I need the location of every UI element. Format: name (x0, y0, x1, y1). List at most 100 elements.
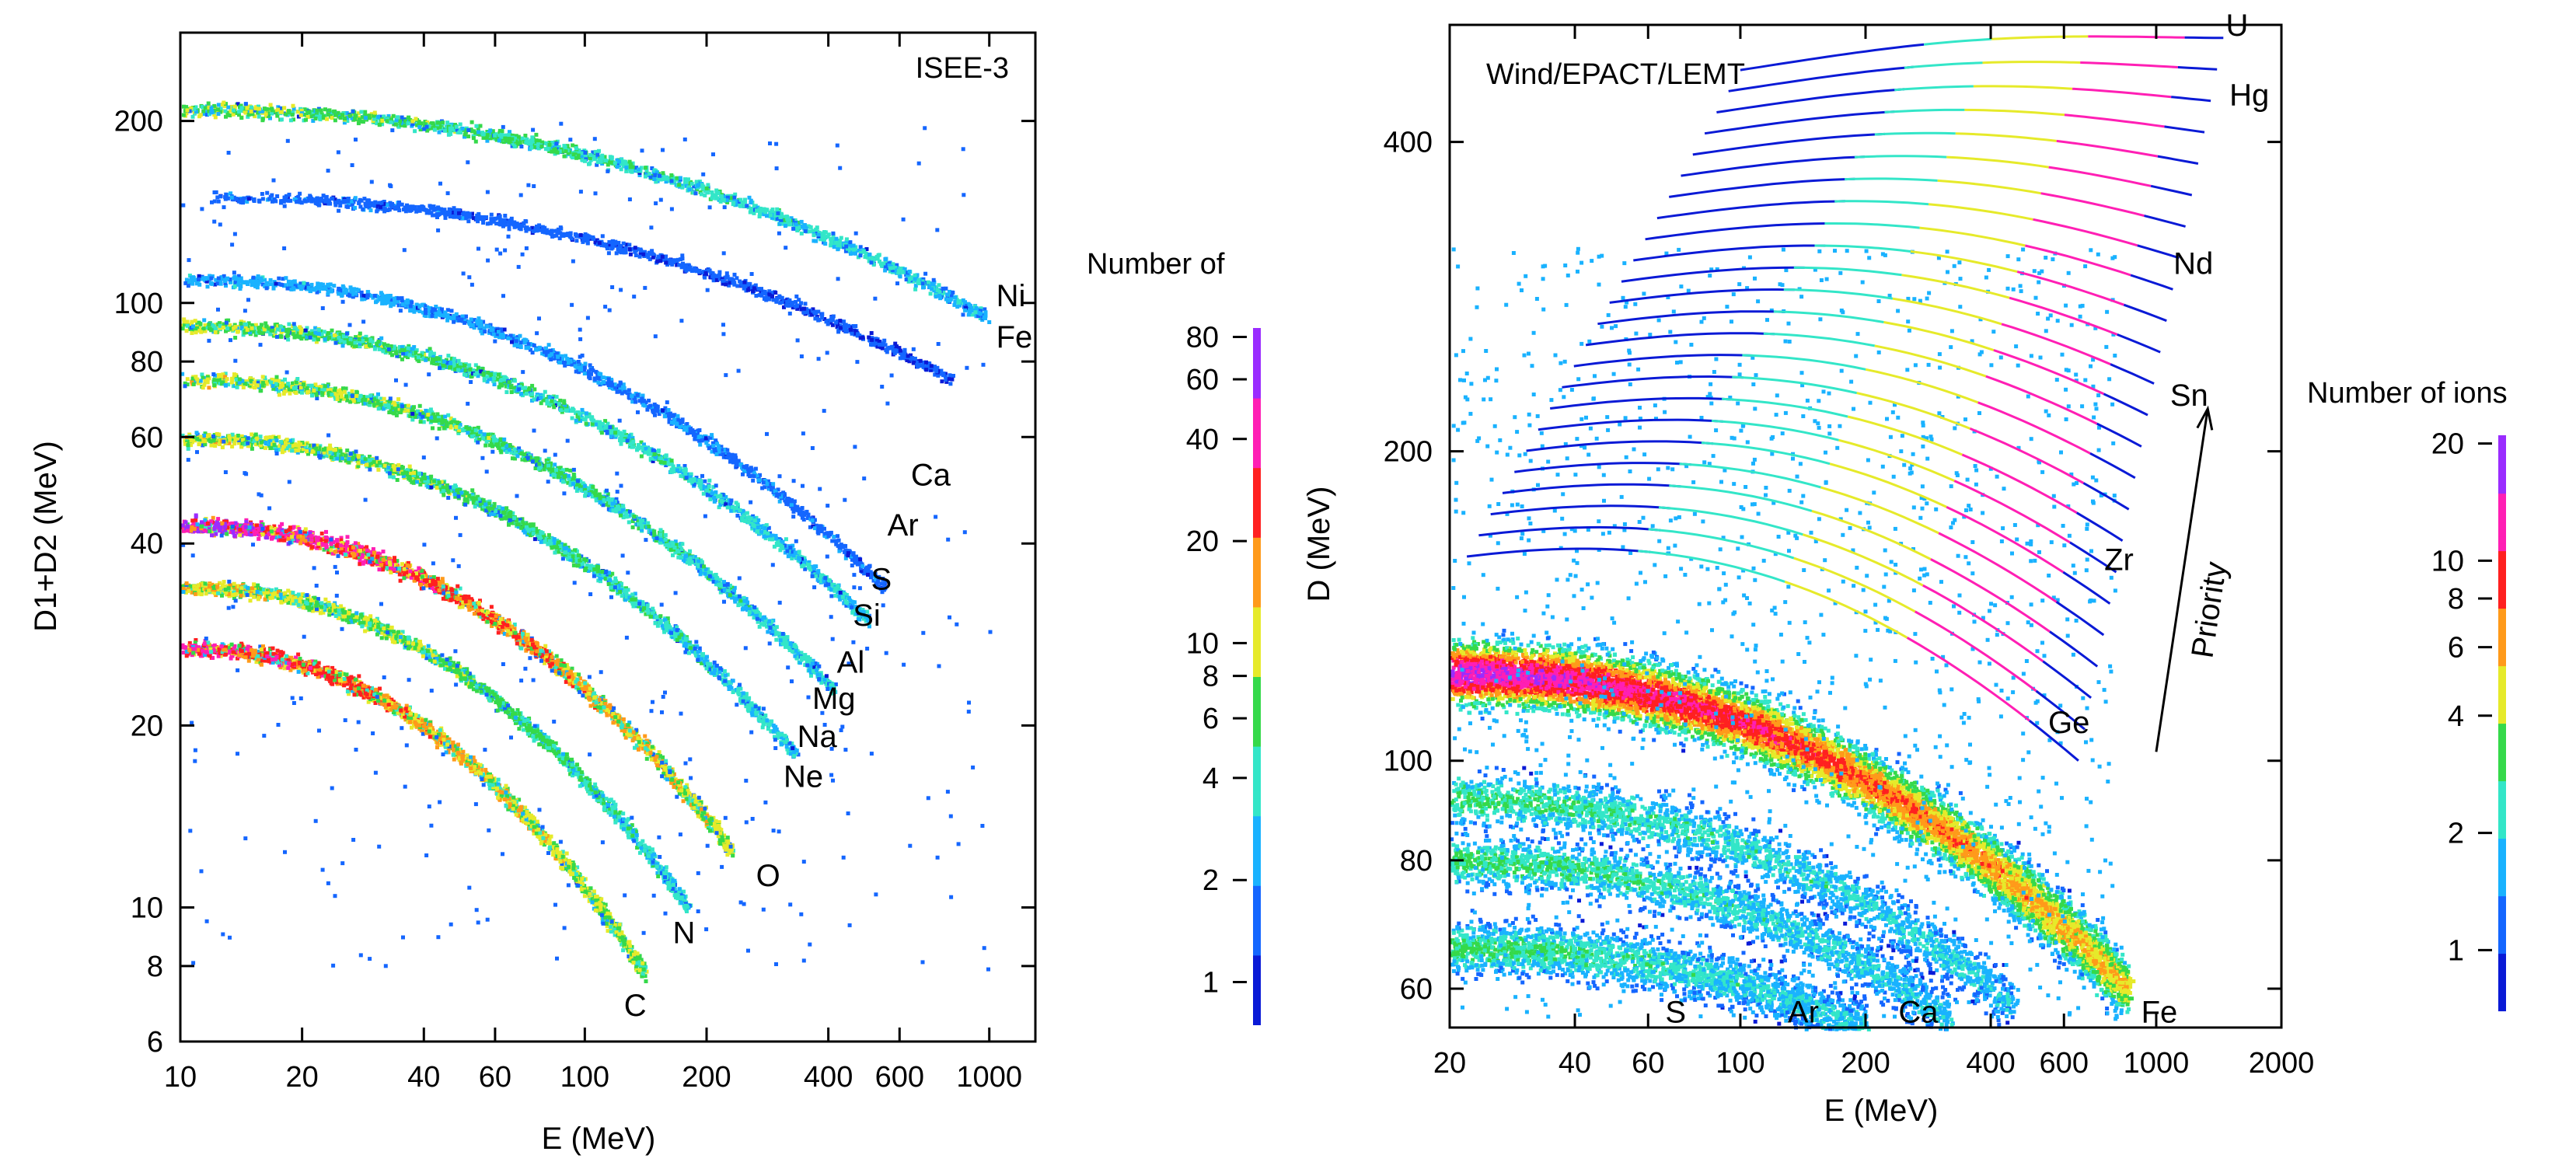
left-data-point (303, 668, 307, 672)
left-data-point (357, 674, 361, 678)
left-data-point (456, 751, 460, 755)
left-data-point (267, 658, 271, 662)
left-data-point (284, 598, 288, 602)
left-data-point (215, 584, 219, 588)
left-data-point (613, 803, 617, 807)
left-data-point (526, 732, 530, 736)
left-data-point (552, 744, 556, 748)
left-data-point (246, 586, 250, 590)
left-data-point (562, 761, 566, 765)
left-data-point (678, 887, 682, 891)
left-data-point (545, 740, 549, 744)
left-data-point (298, 657, 302, 661)
left-data-point (391, 640, 395, 644)
left-data-point (514, 712, 518, 716)
left-data-point (284, 654, 288, 658)
left-data-point (407, 640, 410, 644)
left-data-point (473, 765, 476, 769)
left-data-point (600, 913, 604, 917)
left-data-point (466, 762, 469, 766)
left-data-point (594, 909, 598, 913)
left-data-point (504, 790, 508, 794)
left-data-point (421, 651, 424, 654)
left-data-point (572, 863, 576, 867)
left-data-point (330, 675, 334, 679)
left-data-point (421, 718, 424, 722)
left-data-point (504, 710, 508, 714)
left-data-point (347, 611, 351, 615)
left-data-point (602, 808, 606, 811)
left-data-point (567, 861, 571, 865)
left-data-point (575, 762, 579, 766)
left-data-point (382, 694, 386, 698)
left-data-point (617, 926, 621, 930)
left-data-point (663, 875, 667, 879)
left-data-point (438, 728, 442, 732)
left-data-point (197, 584, 201, 588)
left-data-point (399, 635, 403, 639)
left-data-point (561, 752, 565, 756)
left-data-point (637, 968, 641, 972)
left-data-point (347, 616, 351, 619)
left-data-point (469, 766, 473, 770)
left-data-point (431, 731, 435, 735)
left-data-point (526, 813, 530, 817)
left-data-point (404, 707, 408, 710)
left-data-point (309, 666, 312, 670)
left-data-point (363, 630, 367, 633)
left-data-point (609, 925, 613, 929)
left-data-point (615, 818, 619, 822)
left-data-point (347, 679, 351, 683)
left-data-point (546, 840, 550, 844)
left-data-point (417, 724, 421, 728)
left-data-point (532, 729, 536, 733)
left-data-point (206, 640, 210, 644)
left-data-point (452, 669, 456, 673)
left-data-point (316, 597, 320, 601)
left-data-point (224, 653, 228, 657)
left-data-point (567, 865, 571, 869)
left-data-point (256, 654, 260, 658)
left-data-point (201, 649, 204, 653)
left-data-point (193, 647, 197, 651)
left-data-point (230, 643, 234, 647)
left-data-point (287, 661, 291, 665)
left-data-point (392, 630, 396, 633)
left-data-point (331, 671, 335, 675)
left-data-point (466, 671, 469, 675)
left-data-point (618, 923, 622, 926)
left-data-point (349, 686, 353, 690)
left-data-point (511, 796, 515, 800)
left-data-point (607, 811, 611, 815)
left-data-point (536, 828, 540, 832)
left-data-point (588, 892, 592, 896)
left-data-point (564, 757, 568, 761)
left-data-point (542, 745, 546, 749)
left-data-point (348, 676, 352, 680)
left-data-point (239, 586, 243, 590)
left-data-point (484, 686, 488, 690)
left-data-point (647, 854, 651, 858)
left-data-point (302, 663, 305, 667)
left-data-point (222, 580, 226, 584)
left-data-point (351, 613, 354, 617)
left-data-point (479, 772, 483, 776)
left-data-point (505, 794, 509, 798)
left-data-point (632, 839, 636, 843)
left-data-point (628, 944, 632, 948)
left-data-point (584, 783, 588, 787)
left-data-point (209, 650, 213, 654)
left-data-point (396, 630, 400, 634)
left-data-point (428, 723, 432, 727)
left-data-point (257, 596, 260, 600)
left-data-point (517, 727, 521, 731)
left-data-point (401, 639, 405, 643)
left-data-point (297, 603, 301, 607)
left-data-point (203, 642, 207, 646)
left-data-point (435, 742, 439, 745)
left-data-point (252, 595, 256, 598)
left-data-point (617, 815, 621, 819)
left-data-point (359, 693, 363, 696)
left-data-point (635, 833, 639, 837)
left-data-point (539, 842, 543, 846)
